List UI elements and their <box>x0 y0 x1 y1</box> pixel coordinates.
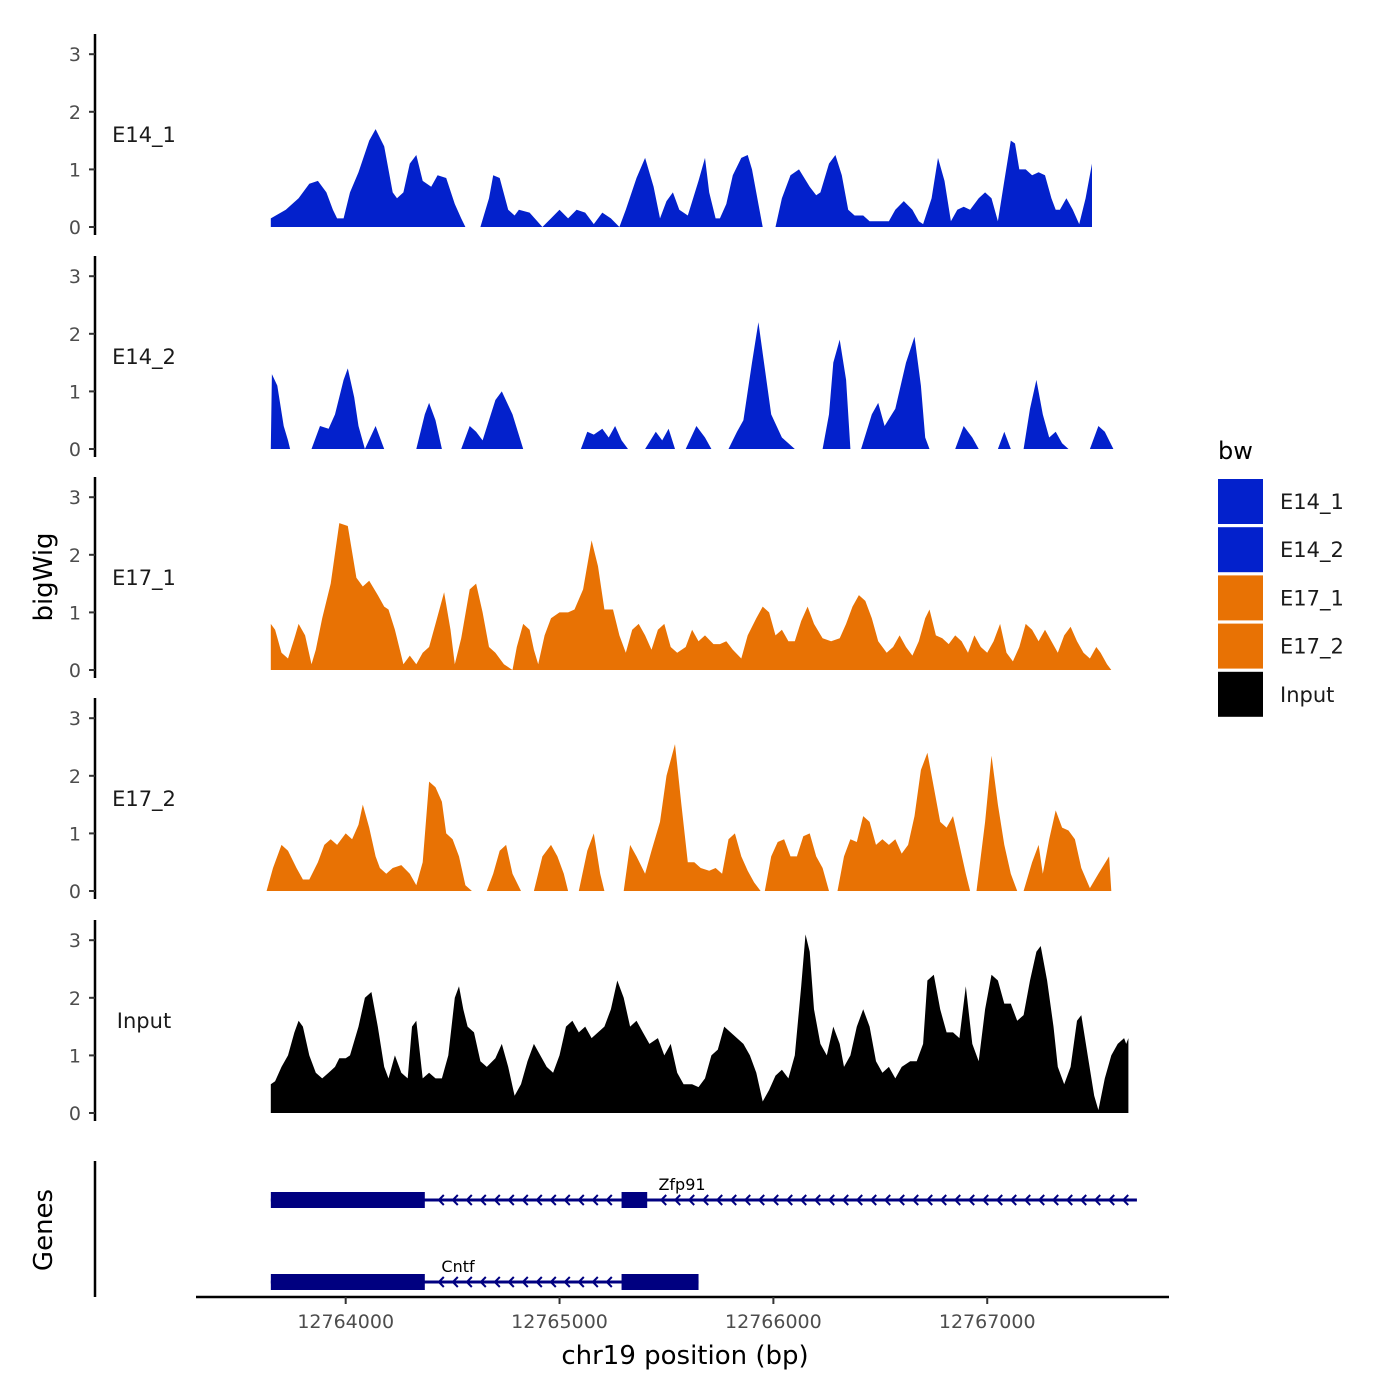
x-tick-label-12765000: 12765000 <box>511 1311 608 1333</box>
y-tick-label-E17_1-3: 3 <box>69 487 81 509</box>
signal-area-Input <box>270 934 1129 1113</box>
gene-label-Zfp91: Zfp91 <box>658 1175 705 1194</box>
gene-track: Zfp91 Cntf <box>93 1161 1137 1297</box>
exon-Cntf-1 <box>270 1274 425 1290</box>
legend-item-Input: Input <box>1218 671 1334 717</box>
x-axis-title: chr19 position (bp) <box>561 1341 808 1371</box>
y-tick-label-E17_1-1: 1 <box>69 602 81 624</box>
x-tick-label-12764000: 12764000 <box>297 1311 394 1333</box>
y-tick-label-Input-2: 2 <box>69 988 81 1010</box>
y-axis-title: bigWig <box>29 532 59 621</box>
y-tick-label-E17_1-2: 2 <box>69 545 81 567</box>
legend-swatch-Input <box>1218 671 1263 717</box>
legend-swatch-E14_2 <box>1218 527 1263 573</box>
y-tick-label-E17_2-0: 0 <box>69 881 81 903</box>
y-tick-label-Input-0: 0 <box>69 1103 81 1125</box>
signal-tracks <box>266 129 1129 1113</box>
y-tick-label-E17_2-2: 2 <box>69 766 81 788</box>
legend-item-E14_2: E14_2 <box>1218 527 1344 573</box>
legend-swatch-E17_2 <box>1218 623 1263 669</box>
legend-item-E17_2: E17_2 <box>1218 623 1344 669</box>
y-tick-label-E14_1-2: 2 <box>69 102 81 124</box>
track-E14_1 <box>270 129 1092 227</box>
track-label-Input: Input <box>117 1009 171 1033</box>
y-tick-label-E17_1-0: 0 <box>69 660 81 682</box>
strand-arrows-Cntf <box>437 1276 613 1288</box>
y-tick-label-Input-3: 3 <box>69 930 81 952</box>
y-tick-label-E14_1-3: 3 <box>69 44 81 66</box>
y-tick-label-E14_2-0: 0 <box>69 439 81 461</box>
signal-area-E17_2 <box>266 744 1112 891</box>
y-tick-label-E14_1-1: 1 <box>69 159 81 181</box>
legend: bw E14_1 E14_2 E17_1 E17_2 Input <box>1218 437 1344 717</box>
genes-axis-title: Genes <box>29 1189 59 1271</box>
signal-area-E14_2 <box>270 322 1114 449</box>
track-label-E14_1: E14_1 <box>112 123 176 148</box>
y-tick-label-E14_2-1: 1 <box>69 381 81 403</box>
x-tick-label-12766000: 12766000 <box>725 1311 822 1333</box>
x-tick-label-12767000: 12767000 <box>939 1311 1036 1333</box>
y-tick-label-E17_2-3: 3 <box>69 708 81 730</box>
legend-label-E17_1: E17_1 <box>1280 586 1344 611</box>
track-label-E17_2: E17_2 <box>112 787 176 812</box>
track-label-E17_1: E17_1 <box>112 566 176 591</box>
legend-title: bw <box>1218 437 1253 465</box>
y-tick-label-E14_1-0: 0 <box>69 217 81 239</box>
y-tick-label-E14_2-3: 3 <box>69 266 81 288</box>
legend-item-E17_1: E17_1 <box>1218 575 1344 621</box>
y-tick-label-E14_2-2: 2 <box>69 324 81 346</box>
track-E14_2 <box>270 322 1114 449</box>
signal-area-E14_1 <box>270 129 1092 227</box>
legend-label-Input: Input <box>1280 683 1334 707</box>
exon-Cntf-2 <box>621 1274 699 1290</box>
track-E17_1 <box>270 523 1112 670</box>
track-E17_2 <box>266 744 1112 891</box>
track-Input <box>270 934 1129 1113</box>
legend-item-E14_1: E14_1 <box>1218 479 1344 524</box>
legend-label-E17_2: E17_2 <box>1280 635 1344 660</box>
legend-swatch-E14_1 <box>1218 479 1263 524</box>
gene-label-Cntf: Cntf <box>441 1257 475 1276</box>
y-tick-label-E17_2-1: 1 <box>69 823 81 845</box>
y-tick-label-Input-1: 1 <box>69 1045 81 1067</box>
axes: 0 1 2 3 E14_1 0 1 2 3 E14_2 0 1 2 3 E17_1 0 1 2 3 E17_2 0 1 2 3… <box>69 34 1169 1333</box>
exon-Zfp91-1 <box>270 1192 425 1208</box>
legend-label-E14_2: E14_2 <box>1280 538 1344 563</box>
signal-area-E17_1 <box>270 523 1112 670</box>
legend-swatch-E17_1 <box>1218 575 1263 621</box>
exon-Zfp91-2 <box>621 1192 648 1208</box>
gene-Zfp91: Zfp91 <box>270 1175 1137 1208</box>
track-label-E14_2: E14_2 <box>112 345 176 370</box>
legend-label-E14_1: E14_1 <box>1280 490 1344 515</box>
gene-Cntf: Cntf <box>270 1257 699 1290</box>
strand-arrows-Zfp91 <box>437 1194 1129 1206</box>
